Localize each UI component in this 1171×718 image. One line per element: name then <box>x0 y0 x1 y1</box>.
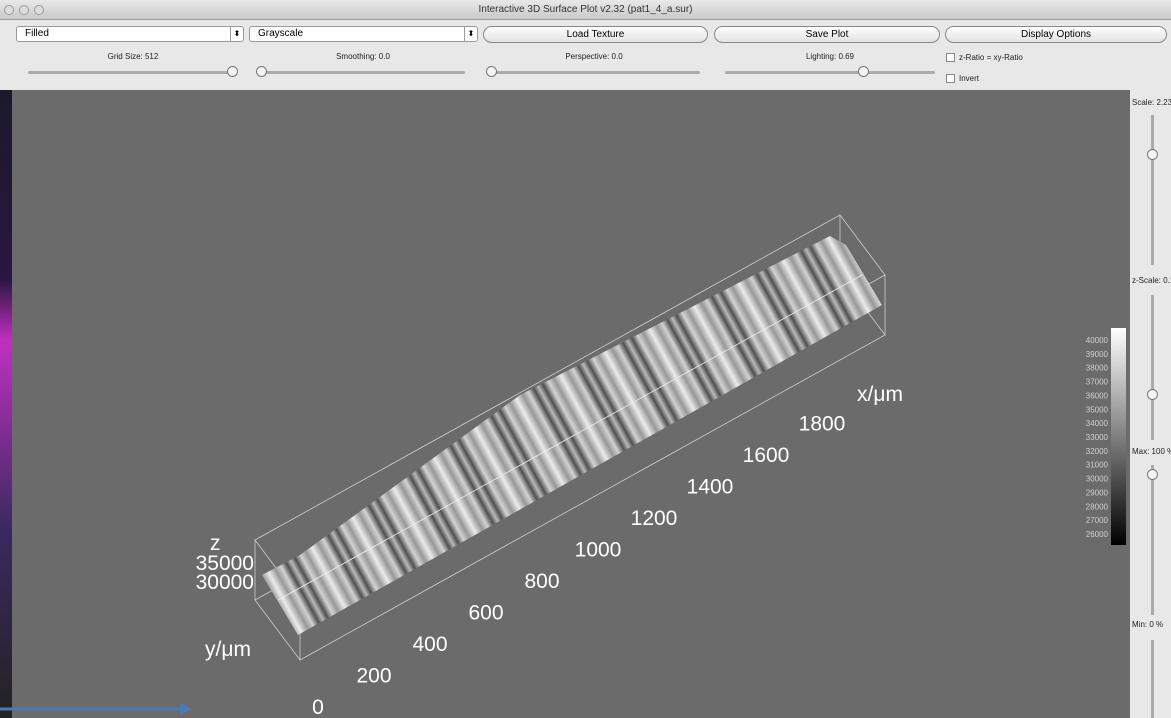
x-tick-label: 1200 <box>631 507 678 530</box>
colorbar-tick-label: 32000 <box>1086 447 1109 456</box>
dropdown-arrow: ⬍ <box>464 27 477 41</box>
z-tick-label: 30000 <box>196 571 254 594</box>
checkbox[interactable] <box>946 53 955 62</box>
slider-label: Scale: 2.23 <box>1132 98 1171 107</box>
x-tick-label: 1000 <box>575 539 622 562</box>
colorbar-tick-label: 36000 <box>1086 391 1109 400</box>
colorbar-tick-label: 30000 <box>1086 475 1109 484</box>
checkbox-label: Invert <box>959 74 979 83</box>
slider-label: Max: 100 % <box>1132 447 1171 456</box>
x-tick-label: 600 <box>468 602 503 625</box>
x-tick-label: 400 <box>412 633 447 656</box>
colorbar-tick-label: 35000 <box>1086 405 1109 414</box>
slider-label: Min: 0 % <box>1132 620 1163 629</box>
x-tick-label: 1400 <box>687 476 734 499</box>
title-bar: Interactive 3D Surface Plot v2.32 (pat1_… <box>0 0 1171 20</box>
slider-track <box>1151 295 1154 440</box>
center-line <box>278 275 862 600</box>
save-plot-button[interactable]: Save Plot <box>714 26 940 43</box>
dropdown-value: Filled <box>25 28 49 39</box>
dropdown-value: Grayscale <box>258 28 303 39</box>
close-button[interactable] <box>4 5 14 15</box>
plot-svg: 0 200 400 600 800 1000 1200 1400 1600 1800 x/μm y/μ… <box>12 90 1130 718</box>
slider-track <box>258 71 465 74</box>
load-texture-button[interactable]: Load Texture <box>483 26 708 43</box>
slider-track <box>28 71 235 74</box>
slider-track <box>725 71 935 74</box>
render-mode-dropdown[interactable]: Filled ⬍ <box>16 26 244 42</box>
slider-label: Smoothing: 0.0 <box>258 52 468 61</box>
slider-label: Perspective: 0.0 <box>488 52 700 61</box>
x-tick-label: 1800 <box>799 413 846 436</box>
plot-canvas[interactable]: 0 200 400 600 800 1000 1200 1400 1600 1800 x/μm y/μ… <box>12 90 1130 718</box>
colorbar-tick-label: 26000 <box>1086 530 1109 539</box>
colorbar-tick-label: 29000 <box>1086 488 1109 497</box>
slider-track <box>488 71 700 74</box>
x-tick-label: 1600 <box>743 444 790 467</box>
slider-label: Grid Size: 512 <box>28 52 238 61</box>
y-axis-label: y/μm <box>205 638 251 661</box>
slider-thumb[interactable] <box>227 66 238 77</box>
slider-label: z-Scale: 0.1 <box>1132 276 1171 285</box>
slider-thumb[interactable] <box>486 66 497 77</box>
app-window: Interactive 3D Surface Plot v2.32 (pat1_… <box>0 0 1171 718</box>
annotation-arrow <box>0 700 200 718</box>
checkbox-label: z-Ratio = xy-Ratio <box>959 53 1023 62</box>
display-options-button[interactable]: Display Options <box>945 26 1167 43</box>
slider-track <box>1151 115 1154 265</box>
background-window <box>0 90 12 718</box>
x-axis-label: x/μm <box>857 383 903 406</box>
slider-track <box>1151 640 1154 718</box>
window-title: Interactive 3D Surface Plot v2.32 (pat1_… <box>478 4 692 15</box>
colorbar-tick-label: 39000 <box>1086 350 1109 359</box>
x-tick-label: 0 <box>312 696 324 718</box>
colorbar <box>1111 328 1126 545</box>
slider-thumb[interactable] <box>1147 149 1158 160</box>
colorbar-tick-label: 34000 <box>1086 419 1109 428</box>
slider-thumb[interactable] <box>256 66 267 77</box>
slider-thumb[interactable] <box>858 66 869 77</box>
zoom-button[interactable] <box>34 5 44 15</box>
colorbar-tick-label: 27000 <box>1086 516 1109 525</box>
color-mode-dropdown[interactable]: Grayscale ⬍ <box>249 26 478 42</box>
colorbar-tick-label: 40000 <box>1086 336 1109 345</box>
slider-track <box>1151 465 1154 615</box>
x-tick-label: 800 <box>524 570 559 593</box>
colorbar-tick-label: 38000 <box>1086 364 1109 373</box>
colorbar-tick-label: 31000 <box>1086 461 1109 470</box>
checkbox[interactable] <box>946 74 955 83</box>
slider-label: Lighting: 0.69 <box>725 52 935 61</box>
slider-thumb[interactable] <box>1147 389 1158 400</box>
dropdown-arrow: ⬍ <box>230 27 243 41</box>
surface <box>262 236 882 635</box>
slider-thumb[interactable] <box>1147 469 1158 480</box>
colorbar-tick-label: 33000 <box>1086 433 1109 442</box>
colorbar-tick-label: 37000 <box>1086 378 1109 387</box>
minimize-button[interactable] <box>19 5 29 15</box>
colorbar-tick-label: 28000 <box>1086 502 1109 511</box>
x-tick-label: 200 <box>356 665 391 688</box>
